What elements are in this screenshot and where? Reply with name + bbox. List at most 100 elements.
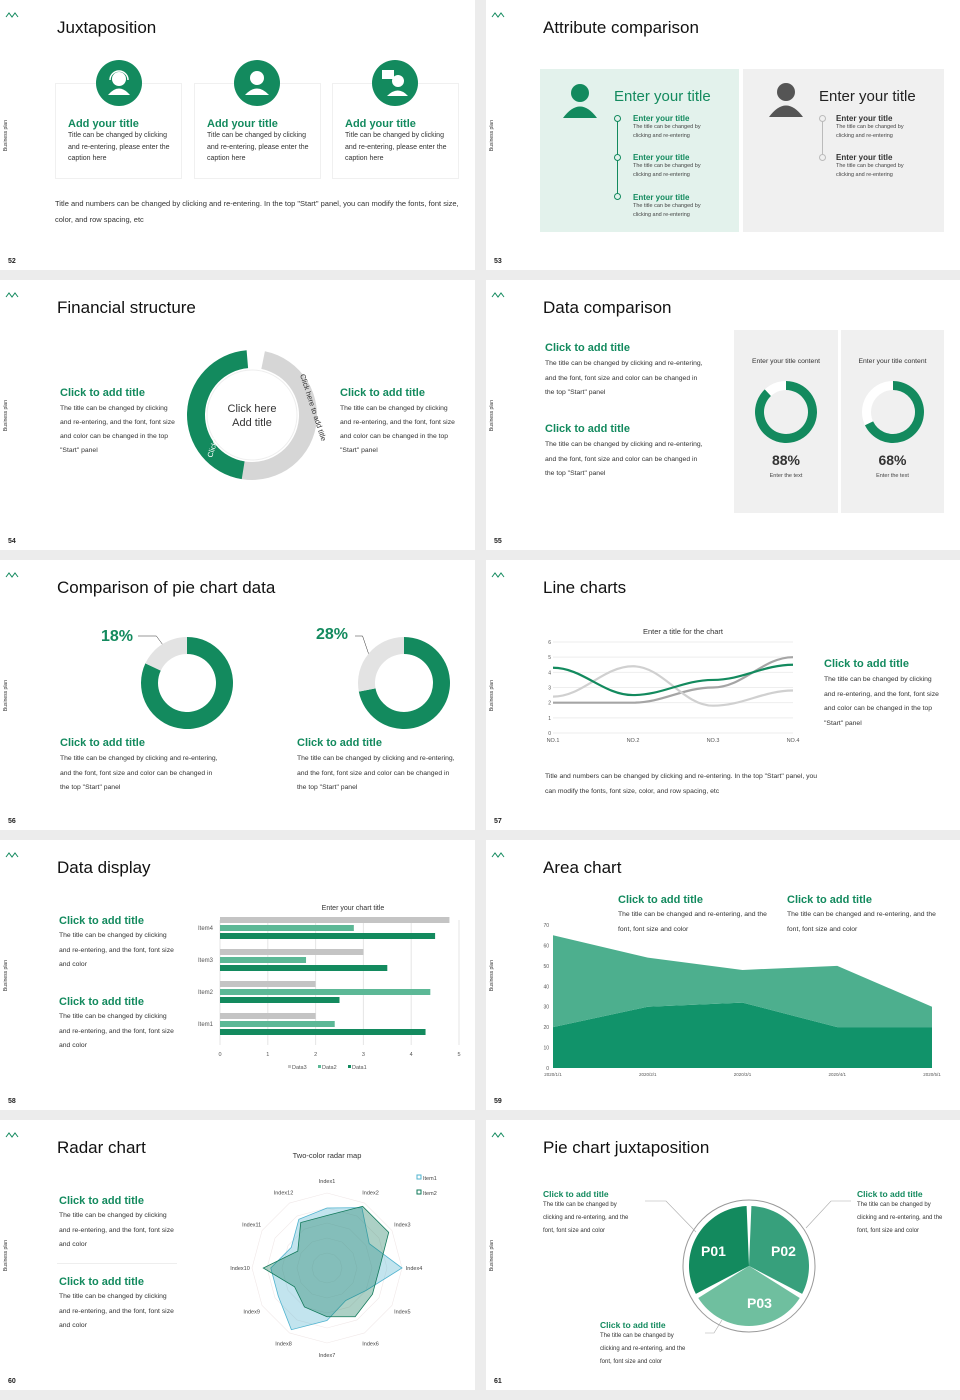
outer-ring <box>682 1199 816 1333</box>
page-number: 61 <box>494 1378 502 1385</box>
slide-title: Data display <box>57 858 151 877</box>
y-tick-label: 6 <box>548 640 551 646</box>
pie-segment <box>689 1206 749 1294</box>
stat-value: 88% <box>771 452 801 468</box>
axis-label: Index3 <box>394 1223 411 1229</box>
slide-58[interactable]: Business plan Data display Click to add … <box>0 840 475 1110</box>
page-number: 60 <box>8 1378 16 1385</box>
timeline-dot <box>614 115 621 122</box>
radar-series <box>270 1207 403 1331</box>
x-tick-label: 2020/5/1 <box>923 1072 941 1077</box>
page-number: 52 <box>8 258 16 265</box>
legend-label: Data2 <box>322 1065 337 1071</box>
slide-56[interactable]: Business plan Comparison of pie chart da… <box>0 560 475 830</box>
axis-label: Index5 <box>394 1310 411 1316</box>
card-title: Add your title <box>207 118 278 130</box>
logo-icon <box>5 7 19 18</box>
donut-main-arc <box>358 637 450 729</box>
bar <box>220 933 436 939</box>
businessman-icon <box>769 83 803 117</box>
stat-panel: Enter your title content 68% Enter the t… <box>841 330 944 513</box>
slide-55[interactable]: Business plan Data comparison Click to a… <box>486 280 960 550</box>
headset-person-icon <box>96 60 142 106</box>
center-title[interactable]: Click here Add title <box>227 403 277 429</box>
slide-59[interactable]: Business plan Area chart 0 10 20 30 40 50 60 70… <box>486 840 960 1110</box>
slide-60[interactable]: Business plan Radar chart Click to add t… <box>0 1120 475 1390</box>
legend-label: Data3 <box>292 1065 307 1071</box>
donut-value-arc <box>357 637 404 692</box>
slide-57[interactable]: Business plan Line charts Enter a title … <box>486 560 960 830</box>
side-label: Business plan <box>489 400 495 432</box>
block-text: The title can be changed by clicking and… <box>824 676 939 727</box>
slide-title: Juxtaposition <box>57 18 157 37</box>
item-text: The title can be changed by clicking and… <box>836 163 904 178</box>
x-tick-label: 2020/1/1 <box>544 1072 562 1077</box>
block-title: Click to add title <box>59 915 144 927</box>
footer-text: Title and numbers can be changed by clic… <box>545 773 818 795</box>
slide-title: Line charts <box>543 578 627 597</box>
slide-title: Comparison of pie chart data <box>57 578 276 597</box>
x-tick-label: 2020/3/1 <box>734 1072 752 1077</box>
leader-line <box>355 635 369 654</box>
person-icon <box>563 84 597 118</box>
logo-icon <box>5 847 19 858</box>
block-text: The title can be changed by clicking and… <box>543 1202 629 1234</box>
slide-title: Area chart <box>543 858 622 877</box>
panel-heading: Enter your title <box>819 88 916 105</box>
slide-54[interactable]: Business plan Financial structure Click … <box>0 280 475 550</box>
card-title: Add your title <box>345 118 416 130</box>
x-tick-label: NO.2 <box>627 738 640 744</box>
donut-charts <box>138 635 450 729</box>
page-number: 59 <box>494 1098 502 1105</box>
divider <box>57 1263 177 1264</box>
series-line <box>552 663 794 697</box>
page-number: 56 <box>8 818 16 825</box>
card[interactable]: Add your title Title can be changed by cl… <box>55 83 182 179</box>
arrow-segment-green <box>186 350 249 480</box>
legend-swatch <box>288 1065 291 1068</box>
block-title: Click to add title <box>340 387 425 399</box>
bar <box>220 981 316 987</box>
slide-61[interactable]: Business plan Pie chart juxtaposition P0… <box>486 1120 960 1390</box>
slide-52[interactable]: Business plan Juxtaposition Add your tit… <box>0 0 475 270</box>
pie-segment <box>749 1206 809 1294</box>
y-tick-label: 70 <box>543 923 549 929</box>
radar-chart: Two-color radar map Index1 Index2 Index3 Ind… <box>230 1151 437 1359</box>
block-text: The title can be changed by clicking and… <box>545 441 703 477</box>
block-text: The title can be changed by clicking and… <box>60 755 218 791</box>
area-series <box>553 1002 932 1068</box>
card[interactable]: Add your title Title can be changed by cl… <box>332 83 459 179</box>
y-tick-label: 50 <box>543 964 549 970</box>
donut-main-arc <box>141 637 234 729</box>
footer-text: Title and numbers can be changed by clic… <box>55 199 459 224</box>
axis-label: Index9 <box>243 1310 260 1316</box>
item-title: Enter your title <box>836 114 893 123</box>
slide-title: Attribute comparison <box>543 18 699 37</box>
item-title: Enter your title <box>836 153 893 162</box>
y-tick-label: 0 <box>548 731 551 737</box>
donut-chart <box>861 381 924 443</box>
stat-caption: Enter the text <box>876 473 909 479</box>
logo-icon <box>491 287 505 298</box>
person-icon <box>234 60 280 106</box>
page-number: 55 <box>494 538 502 545</box>
item-text: The title can be changed by clicking and… <box>836 124 904 139</box>
page-number: 57 <box>494 818 502 825</box>
presenter-icon <box>372 60 418 106</box>
x-tick-label: 2 <box>314 1052 317 1058</box>
stat-panel: Enter your title content 88% Enter the t… <box>734 330 838 513</box>
block-title: Click to add title <box>545 342 630 354</box>
y-tick-label: 10 <box>543 1046 549 1052</box>
bar <box>220 965 388 971</box>
chart-title: Enter a title for the chart <box>643 627 724 636</box>
stat-caption: Enter the text <box>769 473 803 479</box>
series-line <box>552 665 794 707</box>
donut-value-arc <box>755 381 817 443</box>
card-title: Add your title <box>68 118 139 130</box>
connector-line <box>805 1200 851 1229</box>
block-title: Click to add title <box>59 1195 144 1207</box>
donut-chart <box>754 381 817 443</box>
block-text: The title can be changed by clicking and… <box>60 405 175 454</box>
x-tick-label: 5 <box>457 1052 460 1058</box>
slide-53[interactable]: Business plan Attribute comparison Enter… <box>486 0 960 270</box>
